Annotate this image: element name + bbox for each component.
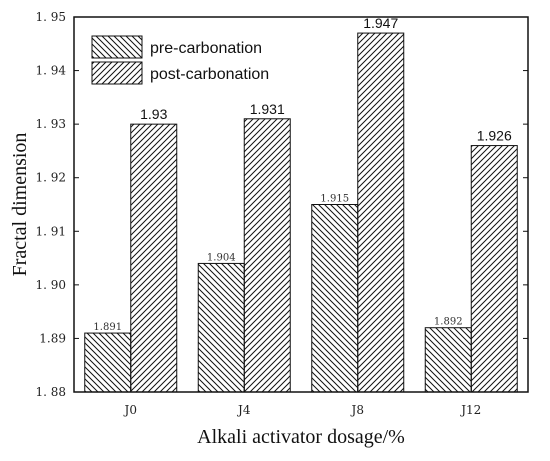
bar-post-carbonation-J12 <box>470 145 518 393</box>
y-tick-label: 1. 91 <box>35 224 66 238</box>
plot-frame <box>73 16 529 393</box>
bar-post-carbonation-J4 <box>243 118 291 393</box>
x-tick-label-J8: J8 <box>350 403 364 417</box>
y-tick-label: 1. 88 <box>35 385 66 399</box>
y-axis-title: Fractal dimension <box>9 133 31 277</box>
y-tick-label: 1. 93 <box>35 117 66 131</box>
value-label-pre-carbonation-J4: 1.904 <box>207 252 236 263</box>
value-label-post-carbonation-J12: 1.926 <box>477 128 512 144</box>
bar-pre-carbonation-J4 <box>197 262 245 393</box>
y-axis: 1. 88 1.89 1. 90 1. 91 1. 92 1. 93 1. 94 1. 95 <box>35 10 528 399</box>
legend-swatch-pre-carbonation <box>91 35 143 59</box>
bar-pre-carbonation-J8 <box>311 204 359 393</box>
value-label-pre-carbonation-J0: 1.891 <box>93 322 122 333</box>
x-tick-label-J0: J0 <box>123 403 137 417</box>
y-tick-label: 1. 90 <box>35 278 66 292</box>
legend: pre-carbonation post-carbonation <box>91 35 269 85</box>
bar-post-carbonation-J0 <box>130 123 178 393</box>
value-label-pre-carbonation-J12: 1.892 <box>434 317 463 328</box>
value-label-post-carbonation-J4: 1.931 <box>250 101 285 117</box>
x-tick-label-J12: J12 <box>459 403 481 417</box>
y-tick-label: 1.89 <box>39 331 66 345</box>
value-label-post-carbonation-J0: 1.93 <box>140 106 167 122</box>
bars-layer <box>84 32 518 393</box>
legend-label-post-carbonation: post-carbonation <box>150 66 269 83</box>
value-label-post-carbonation-J8: 1.947 <box>363 15 398 31</box>
y-tick-label: 1. 92 <box>35 171 66 185</box>
legend-label-pre-carbonation: pre-carbonation <box>150 40 262 57</box>
x-axis: J0 J4 J8 J12 <box>123 387 481 417</box>
x-tick-label-J4: J4 <box>236 403 251 417</box>
bar-post-carbonation-J8 <box>357 32 405 393</box>
bar-pre-carbonation-J0 <box>84 332 132 393</box>
legend-swatch-post-carbonation <box>91 61 143 85</box>
bar-pre-carbonation-J12 <box>424 327 472 393</box>
value-labels-layer: 1.891 1.93 1.904 1.931 1.915 1.947 1.892 1.926 <box>93 15 512 333</box>
value-label-pre-carbonation-J8: 1.915 <box>320 194 349 205</box>
y-tick-label: 1. 94 <box>35 64 66 78</box>
x-axis-title: Alkali activator dosage/% <box>197 426 405 448</box>
y-tick-label: 1. 95 <box>35 10 66 24</box>
